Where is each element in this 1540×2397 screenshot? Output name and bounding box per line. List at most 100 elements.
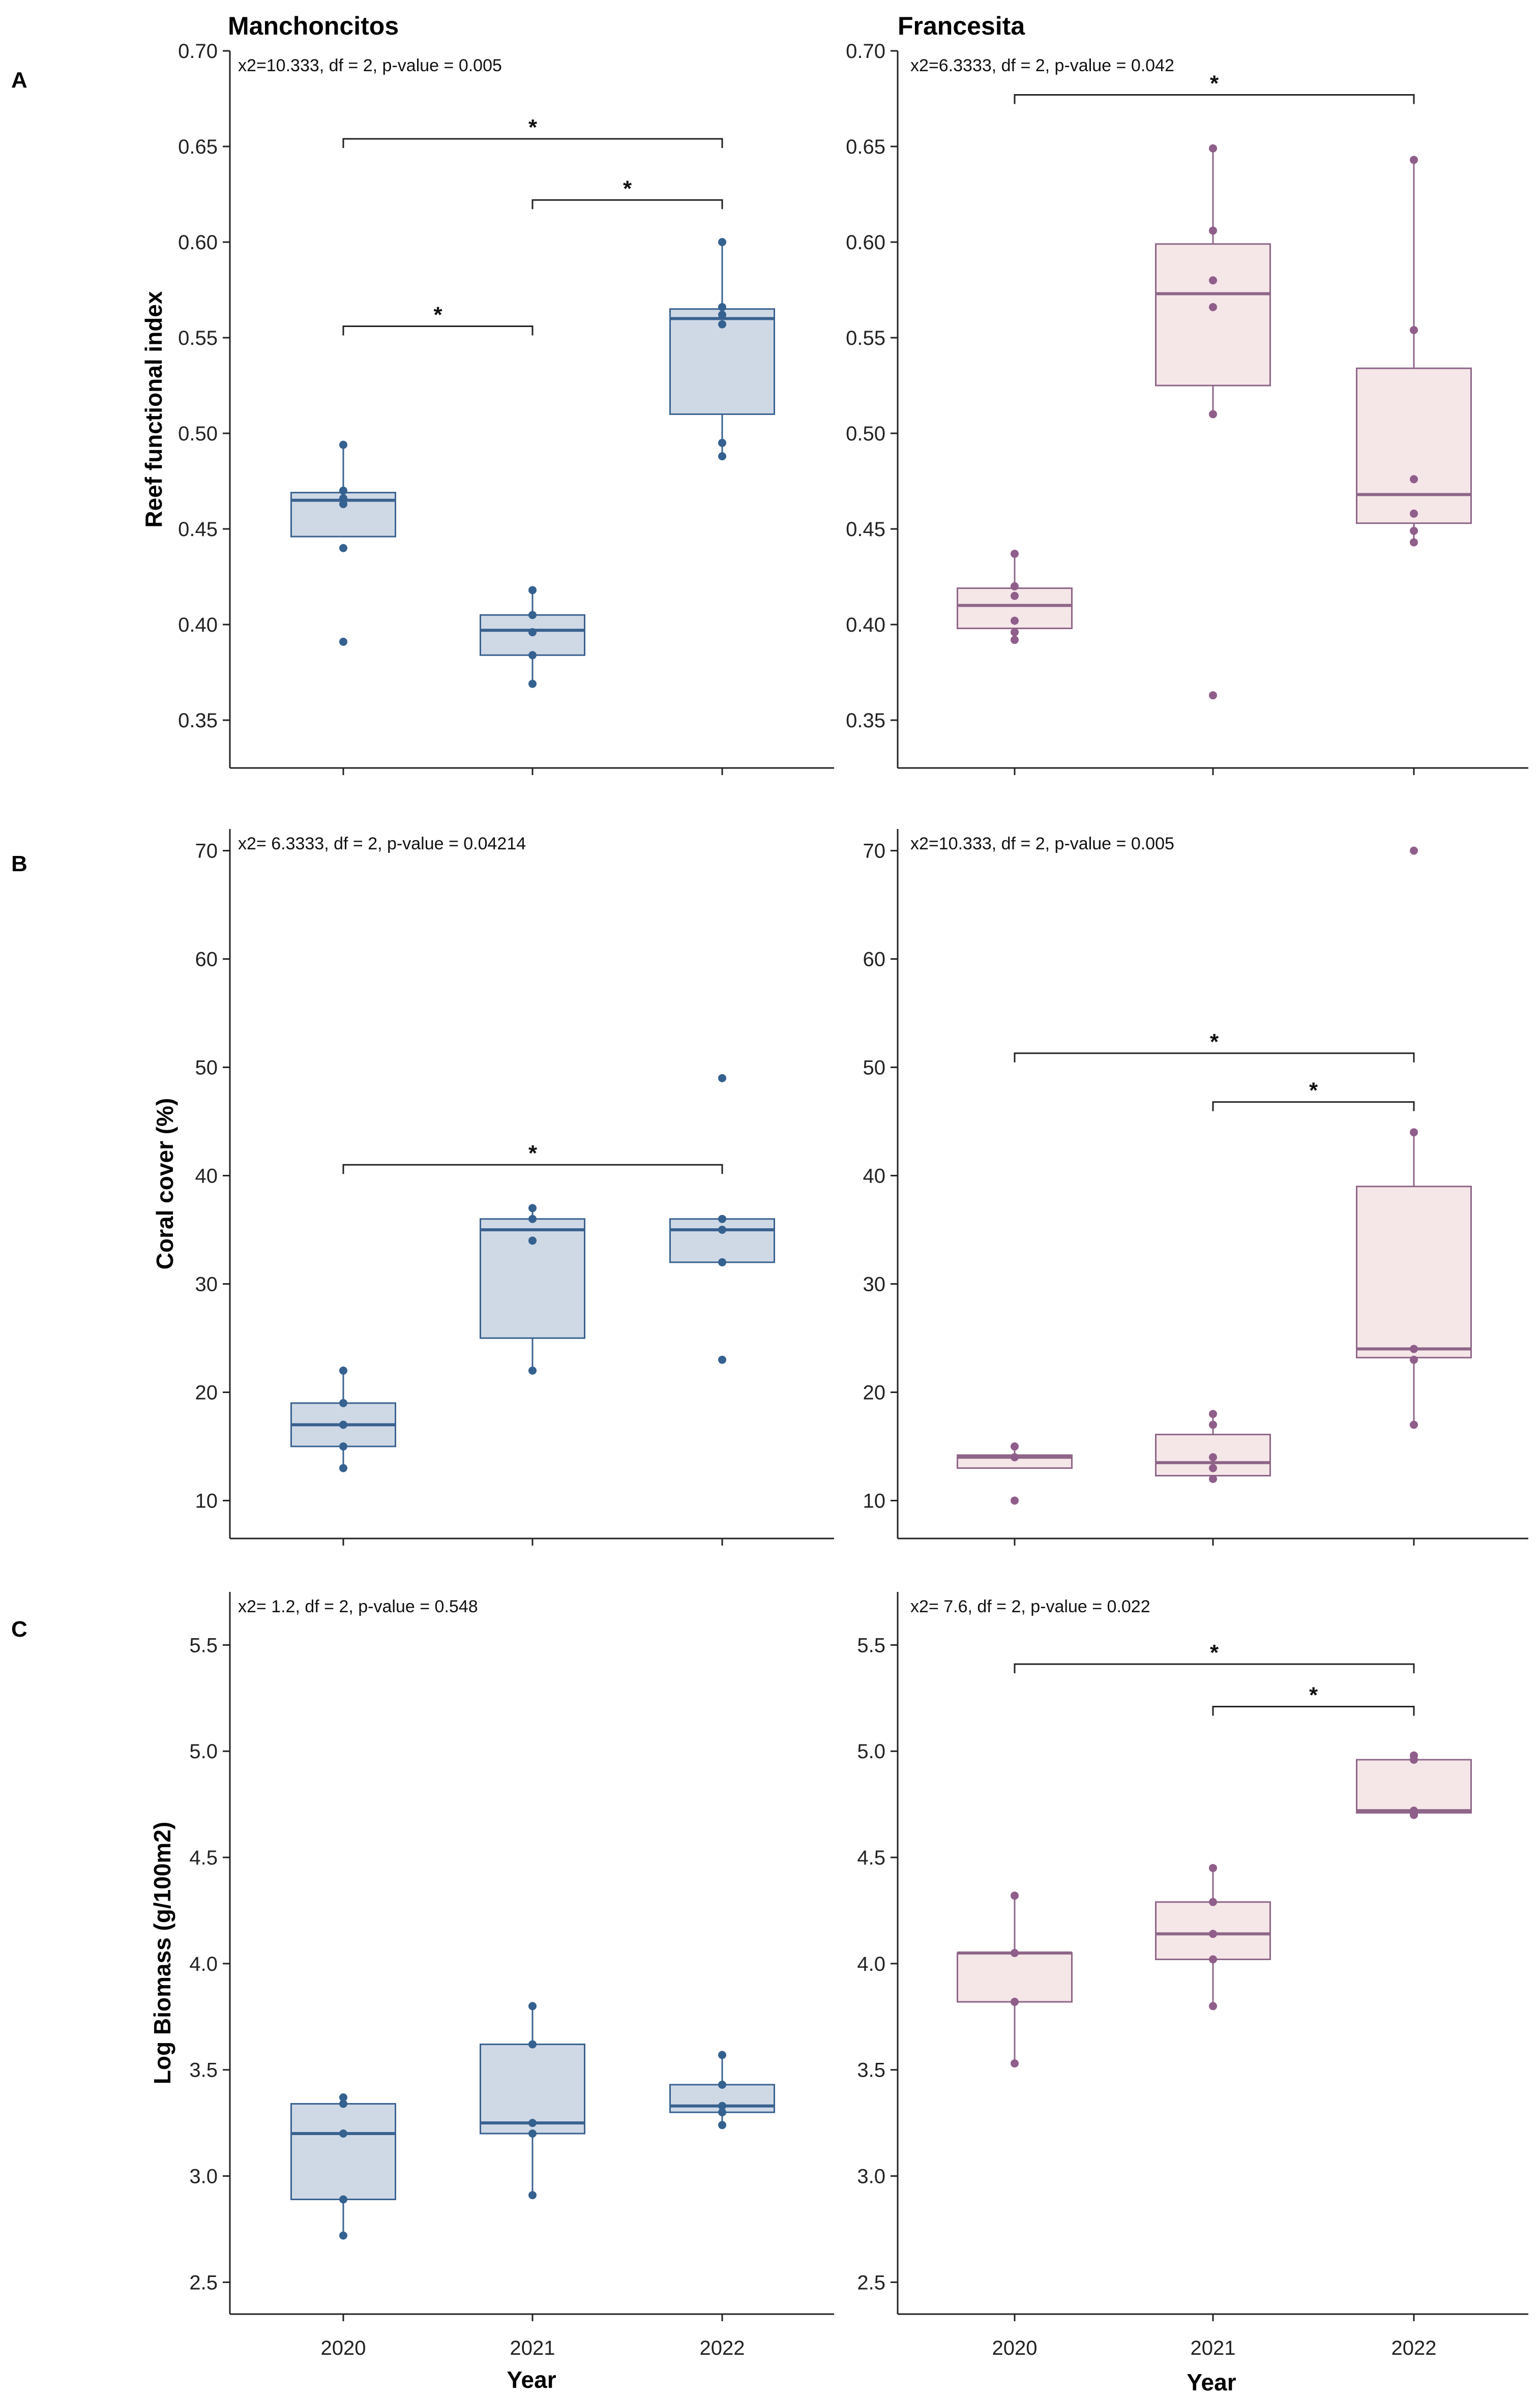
x-tick-label: 2020 [992,2337,1038,2359]
stat-annotation: x2=6.3333, df = 2, p-value = 0.042 [910,56,1174,75]
x-tick-label: 2021 [510,2337,555,2359]
data-point [1410,1755,1418,1764]
y-tick-label: 0.45 [178,518,218,541]
box-2021 [1155,1863,1271,2010]
y-tick-label: 0.35 [178,709,218,732]
data-point [1410,1128,1418,1137]
data-point [1209,1898,1217,1906]
data-point [718,2051,726,2059]
data-point [1410,1811,1418,1819]
data-point [528,2002,537,2010]
data-point [339,2231,347,2240]
data-point [339,1464,347,1472]
stat-annotation: x2=10.333, df = 2, p-value = 0.005 [910,834,1174,853]
data-point [1209,303,1217,311]
col-title-francesita: Francesita [898,12,1025,40]
data-point [339,2129,347,2138]
data-point [1011,582,1019,590]
data-point [1209,1421,1217,1429]
data-point [339,1421,347,1429]
bracket-label: * [1309,1078,1318,1103]
row-label-b: B [11,851,27,876]
data-point [1011,549,1019,558]
data-point [1209,691,1217,700]
y-tick-label: 4.5 [857,1847,885,1869]
data-point [1410,538,1418,547]
box-body [669,1218,775,1263]
box-2022 [669,1074,775,1364]
box-2020 [957,1891,1073,2068]
data-point [528,2129,537,2138]
y-tick-label: 0.40 [846,614,885,636]
bracket-label: * [1210,1640,1219,1665]
box-2022 [1356,156,1472,547]
x-axis-label-right: Year [1187,2369,1236,2395]
bracket-line [1212,1706,1415,1716]
box-body [1356,1186,1472,1358]
panel-A-Manchoncitos: 0.35 0.40 0.45 0.50 0.55 0.60 0.65 0.70 x2=10.33… [140,40,834,775]
y-tick-label: 0.55 [846,327,885,349]
panel-C-Francesita: 2.5 3.0 3.5 4.0 4.5 5.0 5.5 2020 2021 2022 x2= 7.6… [857,1592,1528,2359]
data-point [718,303,726,311]
box-2021 [480,2002,585,2200]
y-tick-label: 10 [195,1490,218,1512]
data-point [1011,628,1019,637]
bracket-label: * [433,302,442,327]
data-point [528,2191,537,2200]
data-point [1011,636,1019,644]
x-axis-label-left: Year [507,2366,556,2393]
data-point [339,494,347,502]
stat-annotation: x2= 6.3333, df = 2, p-value = 0.04214 [238,834,526,853]
y-tick-label: 70 [863,840,886,863]
bracket-label: * [1210,71,1219,96]
data-point [339,637,347,646]
data-point [339,1366,347,1375]
data-point [1209,226,1217,235]
data-point [1209,1453,1217,1462]
stat-annotation: x2= 1.2, df = 2, p-value = 0.548 [238,1597,478,1616]
data-point [718,438,726,447]
y-tick-label: 50 [863,1057,886,1079]
y-tick-label: 0.55 [178,327,218,349]
significance-bracket: * [1212,1683,1415,1716]
bracket-label: * [623,176,632,201]
significance-bracket: * [1014,1029,1415,1062]
data-point [1011,591,1019,600]
data-point [1011,616,1019,625]
data-point [718,2102,726,2110]
box-2020 [957,549,1073,644]
y-tick-label: 4.5 [189,1847,218,1869]
y-tick-label: 70 [195,840,218,863]
y-tick-label: 3.5 [857,2059,885,2082]
data-point [528,2119,537,2127]
data-point [1209,1464,1217,1472]
y-tick-label: 2.5 [857,2271,885,2294]
data-point [718,2080,726,2089]
data-point [1410,1421,1418,1429]
data-point [1410,846,1418,855]
data-point [718,1226,726,1234]
y-tick-label: 60 [195,949,218,971]
y-tick-label: 3.0 [857,2166,885,2188]
data-point [339,1399,347,1407]
data-point [339,1442,347,1451]
data-point [1011,1891,1019,1900]
data-point [718,2108,726,2117]
row-label-c: C [11,1617,27,1642]
panel-B-Manchoncitos: 10 20 30 40 50 60 70 x2= 6.3333, df = 2, p-valu… [152,829,834,1546]
y-tick-label: 0.65 [178,136,218,158]
data-point [718,238,726,246]
data-point [1011,1949,1019,1957]
data-point [718,1355,726,1364]
significance-bracket: * [342,1141,723,1174]
data-point [1410,156,1418,164]
data-point [718,1074,726,1082]
box-2021 [1155,1410,1271,1483]
y-tick-label: 5.0 [857,1740,885,1763]
data-point [1209,276,1217,285]
data-point [718,2121,726,2129]
data-point [528,679,537,688]
y-tick-label: 5.5 [857,1634,885,1656]
data-point [718,1258,726,1266]
data-point [1410,475,1418,484]
